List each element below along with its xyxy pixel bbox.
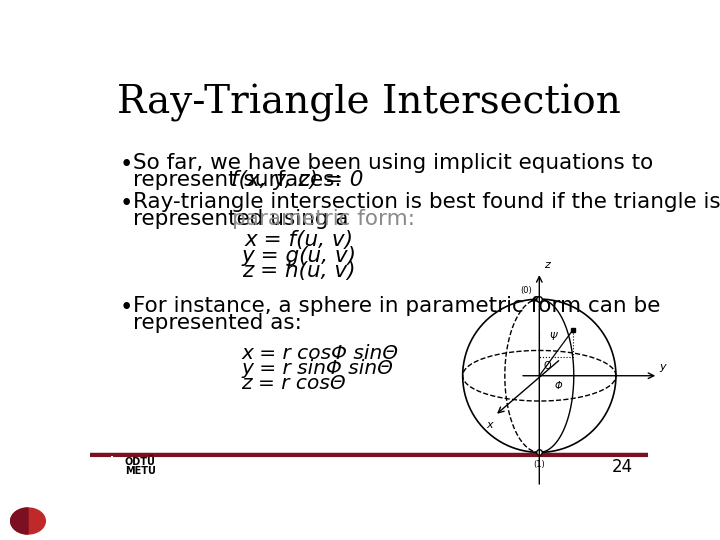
Text: Ψ: Ψ [549,333,557,342]
Text: y: y [660,362,666,372]
Text: O: O [543,361,551,371]
Text: 24: 24 [611,458,632,476]
Text: y = r sinΦ sinΘ: y = r sinΦ sinΘ [241,359,393,378]
Text: x = f(u, v): x = f(u, v) [245,231,354,251]
Text: x = r cosΦ sinΘ: x = r cosΦ sinΘ [241,343,398,362]
Text: represent surfaces:: represent surfaces: [133,170,349,190]
Text: ODTÜ: ODTÜ [125,457,156,467]
Text: •: • [120,192,132,215]
Text: (1): (1) [534,460,545,469]
Text: z = r cosΘ: z = r cosΘ [241,374,346,393]
Text: represented as:: represented as: [133,313,302,333]
Text: •: • [120,153,132,177]
Text: For instance, a sphere in parametric form can be: For instance, a sphere in parametric for… [133,296,661,316]
Text: parametric form:: parametric form: [232,209,415,229]
Text: So far, we have been using implicit equations to: So far, we have been using implicit equa… [133,153,654,173]
Text: Φ: Φ [554,381,562,391]
Text: Ray-Triangle Intersection: Ray-Triangle Intersection [117,84,621,122]
Text: Ray-triangle intersection is best found if the triangle is: Ray-triangle intersection is best found … [133,192,720,212]
Text: (0): (0) [520,286,531,295]
Text: z = h(u, v): z = h(u, v) [243,261,356,281]
Text: represented using a: represented using a [133,209,356,229]
Text: METU: METU [125,465,156,476]
Text: y = g(u, v): y = g(u, v) [242,246,356,266]
Text: f(x, y, z) = 0: f(x, y, z) = 0 [231,170,364,190]
Text: •: • [120,296,132,319]
Text: z: z [544,260,550,270]
Text: x: x [486,420,492,430]
